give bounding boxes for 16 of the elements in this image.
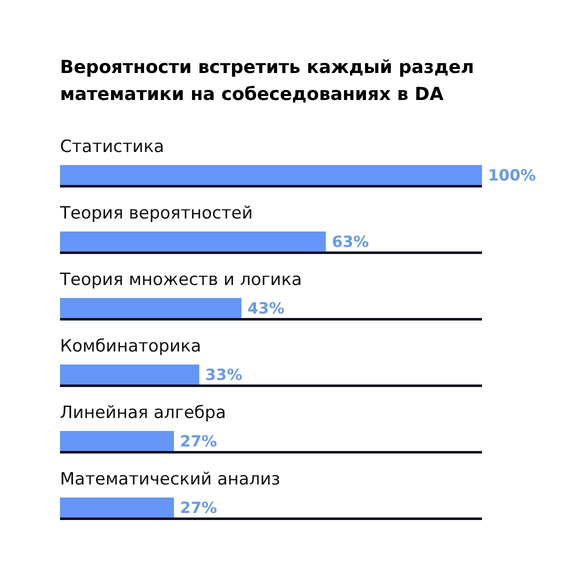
y-tick-label: Теория множеств и логика	[59, 270, 302, 290]
y-tick-label: Статистика	[60, 137, 164, 157]
y-tick-label: Линейная алгебра	[60, 403, 226, 423]
data-label: 33%	[205, 366, 243, 384]
y-tick-label: Комбинаторика	[60, 336, 202, 356]
chart-title: Вероятности встретить каждый раздел математики на собеседованиях в DA	[60, 57, 474, 105]
data-label: 43%	[247, 300, 286, 318]
bar	[60, 364, 200, 384]
data-label: 27%	[180, 432, 218, 451]
data-label: 63%	[332, 233, 370, 252]
y-tick-label: Математический анализ	[60, 470, 280, 490]
y-tick-label: Теория вероятностей	[59, 204, 253, 224]
data-label: 27%	[180, 499, 218, 518]
data-label: 100%	[488, 166, 536, 185]
bar	[60, 431, 174, 451]
bar	[60, 498, 174, 518]
